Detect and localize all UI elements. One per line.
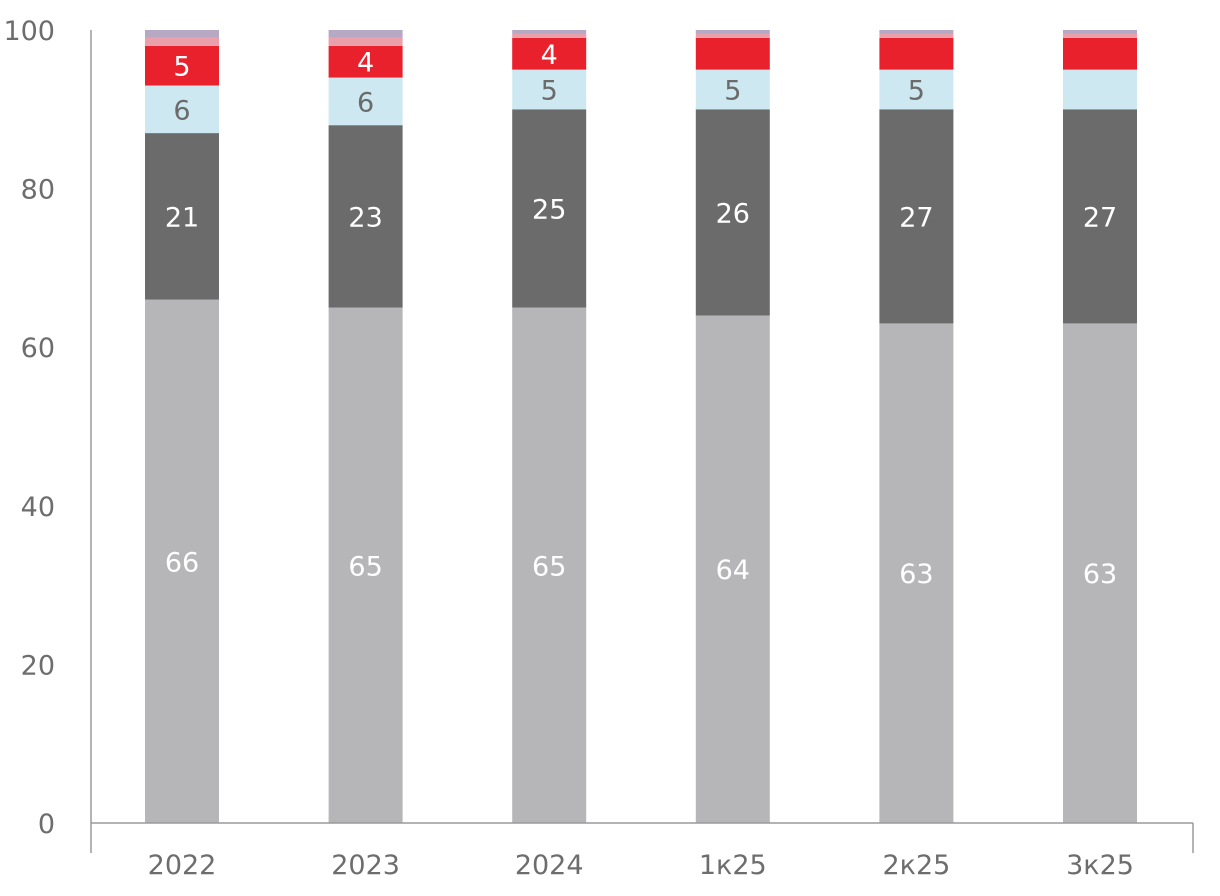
bar-segment (695, 37, 770, 70)
segment-value-label: 63 (1083, 559, 1117, 590)
segment-value-label: 5 (541, 75, 558, 106)
bar-segment (1063, 33, 1137, 38)
bar-segment (145, 85, 219, 134)
bar-segment (695, 69, 770, 110)
y-tick-label: 20 (21, 650, 55, 681)
x-tick-label: 2к25 (882, 850, 950, 881)
bar-segment (512, 37, 587, 70)
bar-segment (328, 45, 403, 78)
segment-value-label: 5 (173, 52, 190, 83)
segment-value-label: 5 (908, 75, 925, 106)
bar-segment (1063, 109, 1137, 324)
segment-value-label: 27 (1083, 202, 1117, 233)
y-tick-label: 60 (21, 333, 55, 364)
segment-value-label: 6 (173, 95, 190, 126)
bar-segment (328, 37, 403, 46)
segment-value-label: 4 (541, 40, 558, 71)
bar-segment (145, 133, 219, 300)
bar-segment (145, 45, 219, 86)
segment-value-label: 5 (724, 75, 741, 106)
bar-segment (512, 30, 587, 34)
bar-segment (328, 307, 403, 823)
bar-segment (328, 30, 403, 38)
bar-segment (512, 33, 587, 38)
x-tick-label: 3к25 (1066, 850, 1134, 881)
bar-segment (512, 307, 587, 823)
bar-segment (512, 69, 587, 110)
segment-value-label: 23 (348, 202, 382, 233)
bar-segment (1063, 30, 1137, 34)
x-tick-label: 2024 (515, 850, 584, 881)
segment-value-label: 4 (357, 48, 374, 79)
bar-segment (695, 109, 770, 316)
bar-segment (328, 77, 403, 126)
segment-value-label: 63 (899, 559, 933, 590)
y-axis: 0 20 40 60 80 100 (3, 16, 92, 853)
bar-segment (145, 37, 219, 46)
bar-segment (879, 109, 954, 324)
bar-segment (879, 33, 954, 38)
bar-segment (879, 37, 954, 70)
bar-segment (695, 315, 770, 823)
x-axis: 2022 2023 2024 1к25 2к25 3к25 (91, 822, 1194, 881)
segment-value-label: 64 (716, 555, 750, 586)
bars (145, 30, 1137, 823)
y-tick-label: 100 (3, 16, 55, 47)
segment-value-label: 65 (348, 551, 382, 582)
bar-segment (328, 125, 403, 308)
segment-value-label: 27 (899, 202, 933, 233)
bar-segment (145, 30, 219, 38)
bar-segment (695, 30, 770, 34)
y-tick-label: 0 (38, 809, 55, 840)
y-tick-label: 80 (21, 175, 55, 206)
bar-segment (879, 323, 954, 823)
x-tick-label: 1к25 (699, 850, 767, 881)
bar-segment (145, 299, 219, 823)
segment-value-label: 26 (716, 198, 750, 229)
segment-value-label: 66 (165, 547, 199, 578)
bar-segment (512, 109, 587, 308)
y-tick-label: 40 (21, 492, 55, 523)
bar-segment (1063, 69, 1137, 110)
segment-value-label: 65 (532, 551, 566, 582)
bar-segment (879, 69, 954, 110)
bar-segment (695, 33, 770, 38)
x-tick-label: 2023 (331, 850, 400, 881)
segment-value-label: 6 (357, 87, 374, 118)
bar-segment (1063, 37, 1137, 70)
bar-segment (879, 30, 954, 34)
segment-value-label: 25 (532, 194, 566, 225)
bar-segment (1063, 323, 1137, 823)
segment-value-label: 21 (165, 202, 199, 233)
x-tick-label: 2022 (148, 850, 217, 881)
